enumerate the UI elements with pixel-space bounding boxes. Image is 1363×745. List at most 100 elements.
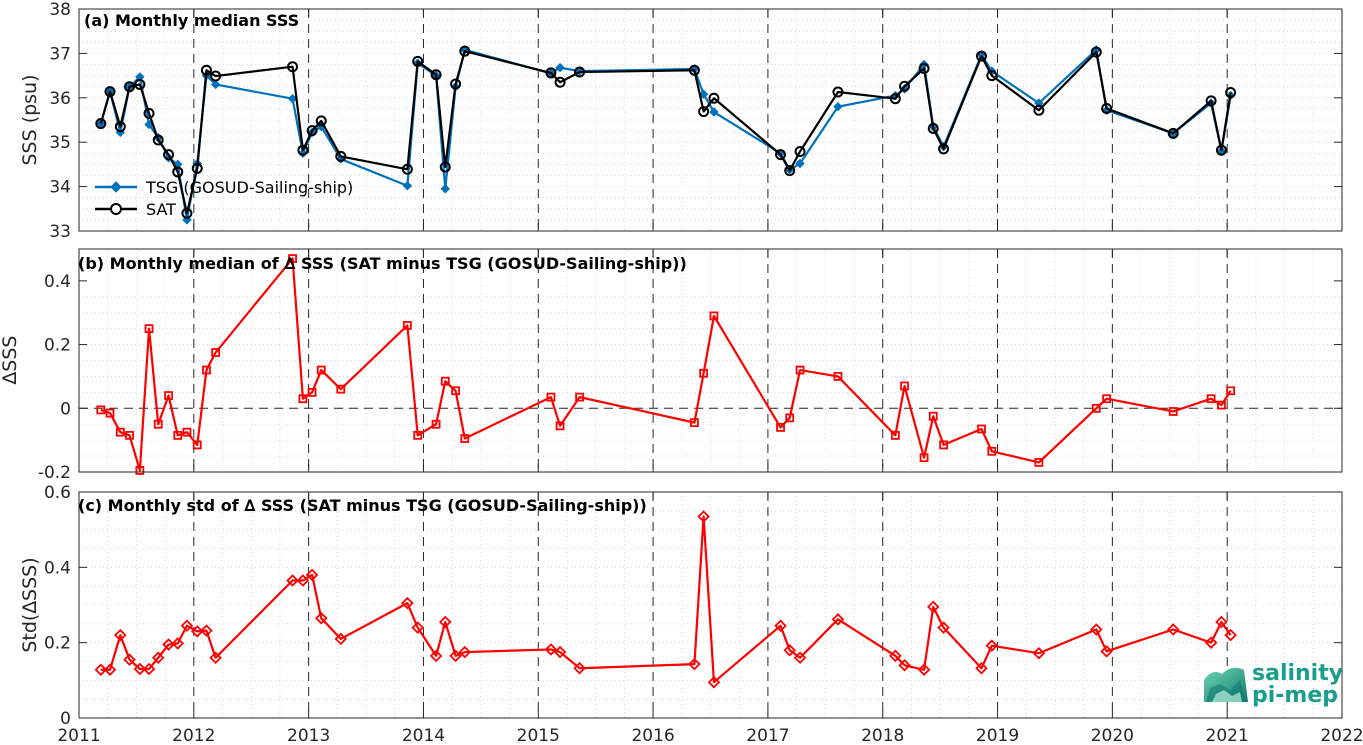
series-0-point bbox=[987, 446, 997, 456]
sat-point bbox=[794, 146, 806, 158]
sat-point bbox=[889, 93, 901, 105]
panel-b: -0.2 0 0.2 0.4 ∆SSS (b) Monthly median of ∆… bbox=[0, 248, 1343, 483]
series-0-point bbox=[553, 645, 567, 659]
legend-tsg-label: TSG (GOSUD-Sailing-ship) bbox=[145, 178, 353, 197]
sat-point bbox=[104, 86, 116, 98]
series-0-point bbox=[449, 649, 462, 663]
salinity-pimep-logo: salinity pi-mep bbox=[1204, 661, 1343, 708]
series-0-point bbox=[458, 645, 472, 659]
sat-point bbox=[412, 55, 424, 67]
series-0-point bbox=[429, 649, 443, 663]
sat-point bbox=[124, 81, 136, 93]
x-tick-label: 2014 bbox=[402, 726, 445, 745]
x-axis-ticks: 2011 2012 2013 2014 2015 2016 2017 2018 2019 2020… bbox=[57, 726, 1363, 745]
panel-b-plot bbox=[96, 254, 1236, 475]
x-tick-label: 2012 bbox=[172, 726, 215, 745]
panel-b-frame bbox=[79, 249, 1342, 472]
sat-point bbox=[200, 64, 212, 76]
series-0-point bbox=[209, 651, 222, 665]
series-0-point bbox=[190, 625, 204, 638]
series-0-point bbox=[688, 657, 701, 671]
sat-point bbox=[401, 163, 413, 175]
sat-point bbox=[439, 161, 451, 173]
series-0-point bbox=[402, 321, 412, 330]
series-0-point bbox=[182, 427, 192, 437]
series-0-point bbox=[1091, 403, 1101, 413]
panel-a: 33 34 35 36 37 38 SSS (psu) (a) Monthly media… bbox=[19, 0, 1343, 242]
sat-point bbox=[938, 143, 950, 155]
panel-c-border bbox=[78, 491, 1343, 719]
series-0-point bbox=[173, 430, 183, 440]
tsg-gosud-sailing-ship-point bbox=[833, 101, 843, 112]
series-0-point bbox=[977, 424, 986, 434]
tsg-gosud-sailing-ship-point bbox=[698, 89, 709, 99]
series-0-point bbox=[1100, 645, 1113, 658]
series-0-point bbox=[286, 574, 299, 587]
series-0-point bbox=[890, 430, 900, 440]
x-tick-label: 2022 bbox=[1320, 726, 1363, 745]
sat-point bbox=[134, 78, 146, 90]
sat-point bbox=[1033, 104, 1045, 116]
series-0-point bbox=[316, 365, 326, 375]
series-0-point bbox=[151, 651, 165, 665]
series-0-point bbox=[795, 365, 805, 375]
logo-line2: pi-mep bbox=[1252, 683, 1338, 708]
series-0-point bbox=[307, 387, 317, 397]
y-tick-label: 33 bbox=[49, 222, 71, 242]
series-0-point bbox=[192, 440, 202, 450]
series-0-point bbox=[162, 638, 175, 651]
series-0-point bbox=[900, 381, 909, 391]
logo-line1: salinity bbox=[1252, 661, 1343, 686]
panel-a-grid bbox=[79, 9, 1342, 231]
sat-point bbox=[986, 70, 998, 82]
logo-wave-icon bbox=[1204, 667, 1248, 702]
y-tick-label: 36 bbox=[49, 89, 71, 109]
sat-point bbox=[784, 165, 796, 177]
sat-point bbox=[191, 162, 203, 174]
series-0-point bbox=[573, 662, 586, 675]
series-0-point bbox=[123, 653, 136, 666]
y-tick-label: 0.4 bbox=[44, 272, 71, 292]
series-0-point bbox=[546, 392, 556, 402]
series-0-point bbox=[401, 596, 414, 610]
series-0-point bbox=[103, 663, 117, 677]
series-0-point bbox=[928, 411, 938, 421]
series-0-point bbox=[707, 675, 721, 689]
tsg-gosud-sailing-ship-point bbox=[709, 107, 719, 117]
sat-point bbox=[832, 86, 844, 98]
sat-point bbox=[210, 70, 222, 82]
series-0-point bbox=[889, 649, 902, 663]
series-0-point bbox=[336, 384, 346, 394]
series-0-point bbox=[1224, 628, 1237, 642]
y-tick-label: 0.4 bbox=[44, 558, 71, 578]
panel-b-ylabel: ∆SSS bbox=[0, 336, 21, 386]
sat-point bbox=[775, 149, 787, 161]
sat-point bbox=[430, 69, 442, 81]
sat-point bbox=[688, 64, 700, 76]
y-tick-label: -0.2 bbox=[38, 463, 71, 483]
series-0-point bbox=[144, 324, 154, 334]
sat-point bbox=[95, 118, 107, 130]
sat-point bbox=[114, 121, 126, 133]
panel-c: 00.20.40.6 2011 2012 2013 2014 2015 2016 2017 2… bbox=[19, 483, 1363, 745]
series-0-point bbox=[94, 663, 108, 677]
series-0-point bbox=[115, 427, 125, 437]
series-0-point bbox=[975, 662, 988, 675]
panel-a-year-lines bbox=[78, 9, 1343, 231]
series-0-point bbox=[919, 453, 929, 463]
panel-b-border bbox=[78, 248, 1343, 473]
legend-sat-marker bbox=[110, 203, 122, 215]
series-0-point bbox=[431, 419, 441, 429]
panel-c-grid bbox=[79, 492, 1342, 718]
series-0-point bbox=[114, 628, 127, 642]
panel-c-plot bbox=[94, 510, 1237, 689]
sat-point bbox=[1225, 86, 1237, 98]
y-tick-label: 37 bbox=[49, 44, 71, 64]
series-0-point bbox=[451, 386, 461, 396]
panel-c-y-ticks: 0 0.2 0.4 0.6 bbox=[44, 483, 1342, 729]
sat-point bbox=[975, 50, 987, 62]
sat-point bbox=[335, 150, 347, 162]
x-tick-label: 2017 bbox=[746, 726, 789, 745]
series-0-point bbox=[125, 430, 134, 440]
